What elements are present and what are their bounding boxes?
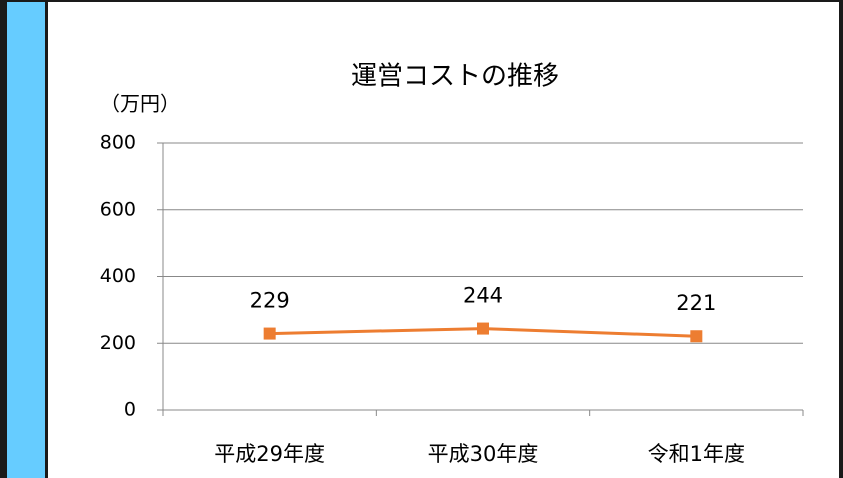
top-border — [0, 0, 843, 2]
y-tick-label: 600 — [100, 198, 136, 220]
marker — [263, 327, 276, 340]
y-axis-label: （万円） — [100, 92, 180, 116]
data-label: 229 — [250, 289, 290, 313]
side-band — [7, 0, 45, 478]
y-tick-label: 0 — [124, 399, 136, 421]
left-border — [0, 0, 7, 478]
y-tick-label: 200 — [100, 332, 136, 354]
x-tick-label: 令和1年度 — [648, 442, 745, 466]
marker — [477, 322, 489, 335]
band-border — [45, 0, 48, 478]
data-label: 244 — [463, 284, 503, 308]
y-tick-label: 400 — [100, 265, 136, 287]
x-tick-label: 平成30年度 — [428, 442, 539, 466]
x-tick-label: 平成29年度 — [214, 442, 325, 466]
right-border — [839, 0, 843, 478]
y-tick-label: 800 — [100, 132, 136, 154]
data-label: 221 — [676, 291, 716, 315]
chart-title: 運営コストの推移 — [351, 62, 559, 92]
marker — [690, 330, 703, 343]
